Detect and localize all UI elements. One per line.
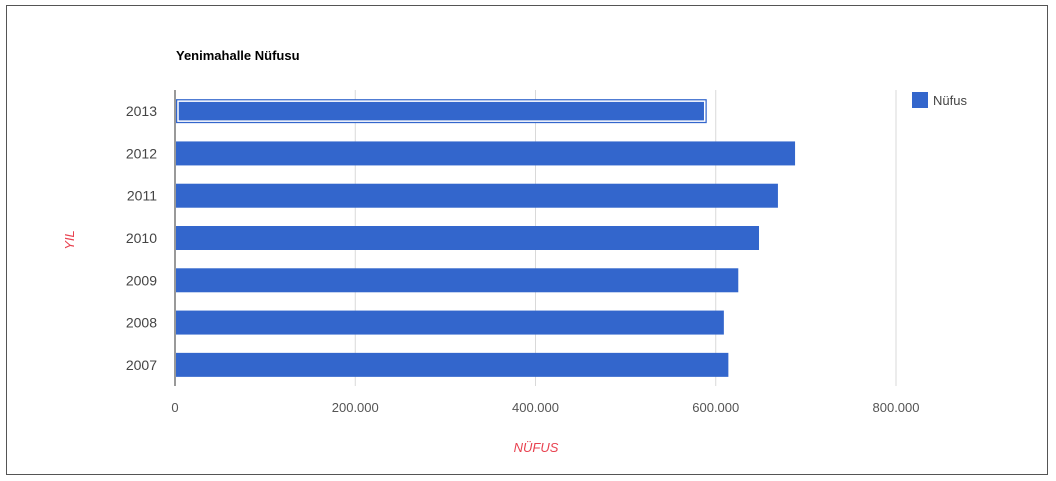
- bars: [176, 99, 796, 377]
- legend-label: Nüfus: [933, 93, 967, 108]
- category-labels: 2013 2012 2011 2010 2009 2008 2007: [126, 103, 157, 373]
- category-label: 2007: [126, 357, 157, 373]
- chart-title: Yenimahalle Nüfusu: [176, 48, 300, 63]
- legend-swatch: [912, 92, 928, 108]
- category-label: 2008: [126, 315, 157, 331]
- legend: Nüfus: [912, 92, 967, 108]
- x-axis-title: NÜFUS: [514, 440, 559, 455]
- category-label: 2012: [126, 145, 157, 161]
- bar-2007[interactable]: [176, 352, 729, 377]
- x-tick-label: 200.000: [332, 400, 379, 415]
- category-label: 2013: [126, 103, 157, 119]
- bar-2009[interactable]: [176, 268, 739, 293]
- x-tick-label: 400.000: [512, 400, 559, 415]
- category-label: 2011: [127, 188, 157, 204]
- category-label: 2009: [126, 272, 157, 288]
- x-tick-label: 600.000: [692, 400, 739, 415]
- category-label: 2010: [126, 230, 157, 246]
- bar-2012[interactable]: [176, 141, 796, 166]
- bar-2013[interactable]: [176, 99, 707, 124]
- y-axis-title: YIL: [62, 230, 77, 250]
- bar-2008[interactable]: [176, 310, 724, 335]
- bar-2011[interactable]: [176, 183, 778, 208]
- x-tick-label: 0: [171, 400, 178, 415]
- bar-highlight-outline: [177, 100, 706, 122]
- x-tick-labels: 0 200.000 400.000 600.000 800.000: [171, 400, 919, 415]
- x-tick-label: 800.000: [873, 400, 920, 415]
- bar-2010[interactable]: [176, 226, 760, 250]
